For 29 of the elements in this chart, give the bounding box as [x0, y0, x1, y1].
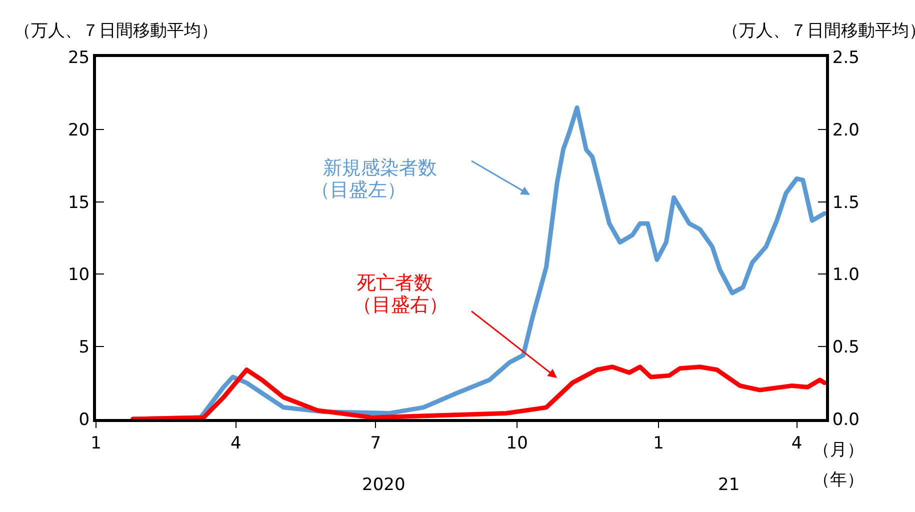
x-tick-label: 7 — [370, 433, 382, 454]
text: 21 — [718, 475, 740, 495]
y2-tick-label: 2.5 — [832, 48, 860, 68]
y2-tick-label: 0.0 — [832, 410, 860, 430]
y-tick-label: 0 — [78, 410, 90, 430]
line-series — [130, 364, 826, 419]
annotation: （目盛左） — [311, 179, 406, 201]
annotation: 新規感染者数 — [323, 157, 437, 179]
y2-tick-label: 0.5 — [832, 338, 860, 358]
y2-tick-label: 1.5 — [832, 192, 860, 213]
x-axis-title: （月） — [813, 440, 864, 460]
y-axis-title: （万人、７日間移動平均） — [14, 21, 218, 41]
x-tick-label: 4 — [230, 433, 242, 454]
y2-axis-title: （万人、７日間移動平均） — [722, 21, 915, 41]
y-tick-label: 20 — [68, 120, 90, 140]
text: 2020 — [362, 475, 406, 495]
annotation: （目盛右） — [353, 294, 448, 316]
y2-tick-label: 1.0 — [832, 265, 860, 286]
y-tick-label: 5 — [78, 338, 90, 358]
x-tick-label: 1 — [653, 433, 664, 454]
text: （年） — [813, 470, 864, 490]
annotation: 死亡者数 — [357, 272, 433, 294]
x-tick-label: 1 — [90, 433, 102, 454]
x-tick-label: 4 — [791, 433, 802, 454]
y-tick-label: 25 — [68, 48, 90, 68]
y-tick-label: 15 — [68, 192, 90, 213]
y-tick-label: 10 — [68, 265, 90, 286]
x-tick-label: 10 — [506, 433, 528, 454]
y2-tick-label: 2.0 — [832, 120, 860, 140]
